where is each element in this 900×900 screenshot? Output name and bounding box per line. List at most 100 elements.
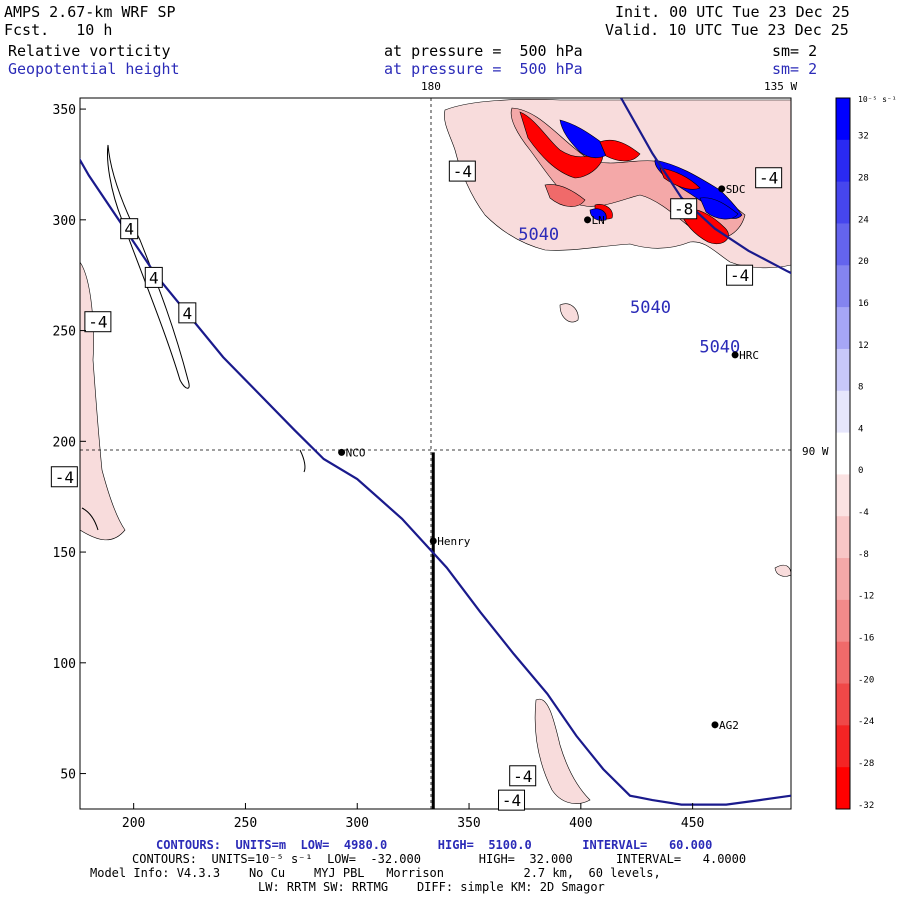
station-marker-1 bbox=[429, 537, 437, 545]
colorbar-tick-11: -12 bbox=[858, 592, 874, 602]
x-tick-label-2: 300 bbox=[346, 816, 369, 831]
x-tick-label-1: 250 bbox=[234, 816, 257, 831]
valid-time: Valid. 10 UTC Tue 23 Dec 25 bbox=[605, 21, 849, 39]
vorticity-label-box-7 bbox=[670, 198, 698, 220]
colorbar-tick-13: -20 bbox=[858, 675, 874, 685]
vorticity-contour-labels: 4 4 4 -4 -4 -4 -4 -8 -4 -4 -4 bbox=[50, 160, 783, 811]
colorbar-tick-16: -32 bbox=[858, 801, 874, 811]
height-contour-1 bbox=[620, 98, 791, 275]
y-tick-label-4: 250 bbox=[53, 325, 76, 340]
colorbar-swatch-0 bbox=[836, 98, 850, 141]
vorticity-label-box-3 bbox=[84, 311, 112, 333]
colorbar-swatch-7 bbox=[836, 390, 850, 434]
station-marker-0 bbox=[338, 448, 346, 456]
colorbar-swatch-15 bbox=[836, 725, 850, 768]
vorticity-label-box-8 bbox=[755, 167, 783, 189]
colorbar-tick-7: 4 bbox=[858, 424, 863, 434]
colorbar-tick-5: 12 bbox=[858, 341, 869, 351]
vorticity-label-box-0 bbox=[120, 218, 139, 240]
colorbar-tick-12: -16 bbox=[858, 634, 874, 644]
colorbar-swatch-8 bbox=[836, 432, 850, 475]
station-label-3: AG2 bbox=[719, 719, 739, 732]
geopotential-contours bbox=[80, 98, 791, 806]
y-tick-label-3: 200 bbox=[53, 435, 76, 450]
y-tick-label-6: 350 bbox=[53, 103, 76, 118]
station-marker-3 bbox=[711, 721, 719, 729]
colorbar-tick-14: -24 bbox=[858, 717, 874, 727]
vorticity-label-0: 4 bbox=[124, 220, 134, 239]
vorticity-label-6: -4 bbox=[730, 266, 749, 285]
y-tick-label-1: 100 bbox=[53, 657, 76, 672]
meridian-90w-label: 90 W bbox=[802, 445, 829, 458]
colorbar-tick-3: 20 bbox=[858, 257, 869, 267]
vorticity-label-10: -4 bbox=[502, 791, 521, 810]
station-label-1: Henry bbox=[437, 535, 470, 548]
colorbar-unit: 10⁻⁵ s⁻¹ bbox=[858, 95, 897, 104]
vorticity-label-box-6 bbox=[726, 264, 754, 286]
x-tick-label-4: 400 bbox=[569, 816, 592, 831]
x-axis-ticks: 200 250 300 350 400 450 bbox=[122, 803, 704, 831]
station-label-4: SDC bbox=[726, 183, 746, 196]
colorbar-tick-2: 24 bbox=[858, 215, 869, 225]
colorbar-tick-10: -8 bbox=[858, 550, 869, 560]
vorticity-label-box-1 bbox=[144, 266, 163, 288]
y-tick-label-5: 300 bbox=[53, 214, 76, 229]
vorticity-contour-info: CONTOURS: UNITS=10⁻⁵ s⁻¹ LOW= -32.000 HI… bbox=[132, 852, 747, 866]
station-label-2: HRC bbox=[739, 349, 759, 362]
colorbar-swatch-9 bbox=[836, 474, 850, 517]
field-height: Geopotential height bbox=[8, 60, 180, 78]
meridian-135w-label: 135 W bbox=[764, 80, 798, 93]
colorbar-swatch-12 bbox=[836, 599, 850, 643]
forecast-hour: Fcst. 10 h bbox=[4, 21, 113, 39]
vorticity-label-box-10 bbox=[498, 789, 526, 811]
y-tick-label-0: 50 bbox=[60, 768, 76, 783]
vorticity-label-9: -4 bbox=[513, 767, 532, 786]
colorbar-tick-0: 32 bbox=[858, 132, 869, 142]
colorbar-tick-15: -28 bbox=[858, 759, 874, 769]
x-tick-label-3: 350 bbox=[457, 816, 480, 831]
vorticity-label-2: 4 bbox=[183, 304, 193, 323]
colorbar-swatch-11 bbox=[836, 558, 850, 601]
smoothing-height: sm= 2 bbox=[772, 60, 818, 78]
colorbar-tick-6: 8 bbox=[858, 383, 863, 393]
colorbar-tick-4: 16 bbox=[858, 299, 869, 309]
model-title: AMPS 2.67-km WRF SP bbox=[4, 3, 176, 21]
meridian-180-label: 180 bbox=[421, 80, 441, 93]
station-marker-2 bbox=[731, 351, 739, 359]
colorbar-swatch-4 bbox=[836, 265, 850, 308]
colorbar: 32 28 24 20 16 12 8 4 0 -4 -8 -12 -16 -20 -24 -28 -32 bbox=[835, 97, 874, 811]
colorbar-swatch-2 bbox=[836, 181, 850, 224]
station-label-5: LN bbox=[592, 214, 605, 227]
colorbar-swatch-16 bbox=[836, 767, 850, 810]
field-vorticity: Relative vorticity bbox=[8, 42, 171, 60]
vorticity-label-7: -8 bbox=[674, 200, 693, 219]
vorticity-label-4: -4 bbox=[55, 468, 74, 487]
vorticity-label-box-2 bbox=[178, 302, 197, 324]
colorbar-frame bbox=[835, 97, 851, 810]
physics-info: LW: RRTM SW: RRTMG DIFF: simple KM: 2D S… bbox=[258, 880, 605, 894]
colorbar-tick-8: 0 bbox=[858, 466, 863, 476]
height-label-2: 5040 bbox=[699, 338, 740, 358]
smoothing-vorticity: sm= 2 bbox=[772, 42, 818, 60]
init-time: Init. 00 UTC Tue 23 Dec 25 bbox=[615, 3, 850, 21]
station-label-0: NCO bbox=[346, 446, 366, 459]
station-marker-5 bbox=[584, 216, 592, 224]
vorticity-label-1: 4 bbox=[149, 268, 159, 287]
height-contour-0 bbox=[80, 157, 791, 806]
colorbar-swatch-5 bbox=[836, 307, 850, 350]
height-label-1: 5040 bbox=[630, 298, 671, 318]
vorticity-label-box-9 bbox=[509, 765, 537, 787]
y-axis-ticks: 50 100 150 200 250 300 350 bbox=[53, 103, 86, 783]
y-tick-label-2: 150 bbox=[53, 546, 76, 561]
height-contour-labels: 5040 5040 5040 bbox=[518, 225, 740, 358]
colorbar-swatch-13 bbox=[836, 641, 850, 685]
x-tick-label-0: 200 bbox=[122, 816, 145, 831]
height-contour-info: CONTOURS: UNITS=m LOW= 4980.0 HIGH= 5100… bbox=[156, 838, 713, 852]
colorbar-tick-1: 28 bbox=[858, 173, 869, 183]
vorticity-label-box-4 bbox=[50, 466, 78, 488]
station-marker-4 bbox=[718, 185, 726, 193]
stations: NCO Henry HRC AG2 SDC LN bbox=[338, 183, 759, 732]
colorbar-swatch-14 bbox=[836, 683, 850, 726]
vorticity-label-3: -4 bbox=[88, 313, 107, 332]
